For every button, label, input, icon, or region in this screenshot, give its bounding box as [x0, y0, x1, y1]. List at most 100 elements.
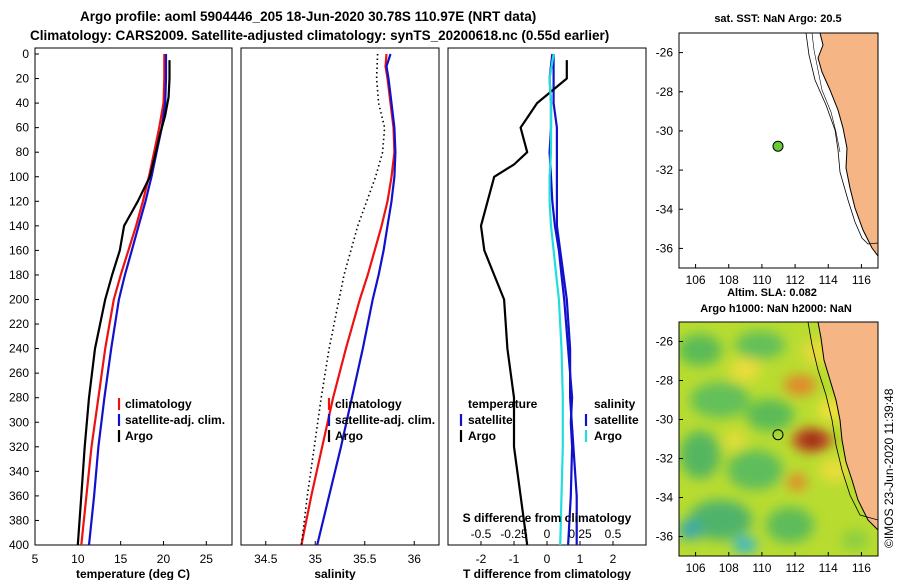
depth-tick-label: 180	[9, 268, 29, 282]
depth-tick-label: 0	[22, 47, 29, 61]
difference-series	[479, 53, 578, 546]
lat-tick-label: -34	[656, 202, 674, 216]
depth-tick-label: 360	[9, 489, 29, 503]
depth-tick-label: 400	[9, 538, 29, 552]
lat-tick-label: -30	[656, 124, 674, 138]
lat-tick-label: -34	[656, 491, 674, 505]
legend-satellite-adj: satellite-adj. clim.	[125, 413, 225, 427]
x-tick-label: 34.5	[254, 552, 278, 566]
legend-salinity-header: salinity	[594, 397, 636, 411]
t-difference-x-axis: -2 -1 0 1 2	[476, 541, 617, 566]
series-argo	[300, 53, 386, 546]
lon-tick-label: 114	[819, 273, 838, 287]
sst-location-map: sat. SST: NaN Argo: 20.5 -26 -28 -30 -32 -34…	[656, 13, 879, 287]
lon-tick-label: 114	[819, 561, 838, 575]
x-tick-label: 15	[114, 552, 128, 566]
sla-map: Altim. SLA: 0.082 Argo h1000: NaN h2000:…	[656, 287, 896, 575]
x-tick-label: 5	[32, 552, 39, 566]
depth-tick-label: 200	[9, 293, 29, 307]
title-line-2: Climatology: CARS2009. Satellite-adjuste…	[30, 28, 609, 43]
x-tick-label: -2	[476, 552, 487, 566]
x-tick-label: -1	[509, 552, 520, 566]
lat-tick-label: -36	[656, 530, 674, 544]
temperature-x-label: temperature (deg C)	[76, 567, 190, 580]
sst-map-lon-axis: 106 108 110 112 114 116	[686, 264, 871, 287]
depth-tick-label: 60	[16, 121, 30, 135]
temperature-series	[76, 54, 171, 546]
difference-plot-frame	[447, 47, 647, 546]
sla-field	[679, 322, 878, 556]
sla-map-lat-axis: -26 -28 -30 -32 -34 -36	[656, 335, 683, 544]
lon-tick-label: 110	[752, 273, 771, 287]
sst-map-lat-axis: -26 -28 -30 -32 -34 -36	[656, 46, 683, 255]
lat-tick-label: -36	[656, 241, 674, 255]
depth-tick-label: 220	[9, 317, 29, 331]
series-t-argo	[479, 60, 568, 546]
lat-tick-label: -30	[656, 413, 674, 427]
title-line-1: Argo profile: aoml 5904446_205 18-Jun-20…	[80, 9, 536, 24]
lat-tick-label: -28	[656, 85, 674, 99]
imos-watermark: ©IMOS 23-Jun-2020 11:39:48	[882, 388, 896, 548]
x-tick-label: 36	[408, 552, 422, 566]
depth-tick-label: 140	[9, 219, 29, 233]
lon-tick-label: 116	[852, 273, 871, 287]
legend-s-argo: Argo	[594, 429, 622, 443]
x-tick-label: 2	[610, 552, 617, 566]
x-tick-label: -0.5	[471, 527, 492, 541]
sla-map-frame	[678, 321, 879, 557]
salinity-plot-frame	[240, 47, 440, 546]
series-s-argo	[548, 53, 564, 546]
x-tick-label: 35	[309, 552, 323, 566]
lat-tick-label: -26	[656, 335, 674, 349]
s-difference-x-label: S difference from climatology	[463, 511, 632, 525]
lon-tick-label: 116	[852, 561, 871, 575]
lon-tick-label: 106	[686, 273, 706, 287]
x-tick-label: -0.25	[500, 527, 528, 541]
depth-contour	[807, 322, 878, 521]
depth-tick-label: 40	[16, 96, 30, 110]
x-tick-label: 20	[157, 552, 171, 566]
depth-tick-label: 260	[9, 366, 29, 380]
temperature-plot-frame	[34, 47, 233, 546]
temperature-legend: climatology satellite-adj. clim. Argo	[117, 397, 225, 443]
sst-map-frame	[678, 32, 879, 269]
australia-land	[817, 33, 878, 257]
depth-tick-label: 20	[16, 72, 30, 86]
depth-tick-label: 300	[9, 415, 29, 429]
legend-climatology: climatology	[125, 397, 192, 411]
t-difference-x-label: T difference from climatology	[463, 567, 631, 580]
x-tick-label: 25	[200, 552, 214, 566]
argo-float-marker	[772, 429, 784, 441]
temperature-panel: 0 20 40 60 80 100 120 140 160 180 200 220 240 260 280 3…	[9, 47, 452, 580]
lat-tick-label: -32	[656, 163, 674, 177]
salinity-x-axis: 34.5 35 35.5 36	[254, 541, 421, 566]
depth-contour-inner	[811, 33, 841, 153]
depth-tick-label: 100	[9, 170, 29, 184]
x-tick-label: 10	[71, 552, 85, 566]
legend-climatology: climatology	[335, 397, 402, 411]
sst-map-title: sat. SST: NaN Argo: 20.5	[714, 13, 841, 25]
depth-tick-label: 240	[9, 342, 29, 356]
lon-tick-label: 110	[752, 561, 771, 575]
legend-argo: Argo	[335, 429, 363, 443]
x-tick-label: 35.5	[353, 552, 377, 566]
legend-satellite-adj: satellite-adj. clim.	[335, 413, 435, 427]
s-difference-x-axis: -0.5 -0.25 0 0.25 0.5	[471, 527, 622, 541]
series-argo	[76, 60, 171, 546]
depth-tick-label: 80	[16, 145, 30, 159]
lon-tick-label: 112	[786, 561, 805, 575]
legend-t-argo: Argo	[468, 429, 496, 443]
salinity-x-label: salinity	[314, 567, 356, 580]
difference-legend: temperature satellite Argo salinity sate…	[459, 397, 639, 443]
depth-tick-label: 380	[9, 513, 29, 527]
series-satellite-adj-clim-	[87, 54, 168, 546]
sla-map-title-1: Altim. SLA: 0.082	[727, 287, 817, 299]
lat-tick-label: -26	[656, 46, 674, 60]
salinity-panel: 34.5 35 35.5 36 salinity climatology satell…	[240, 47, 440, 580]
lat-tick-label: -28	[656, 374, 674, 388]
x-tick-label: 0.25	[568, 527, 592, 541]
series-satellite-adj-clim-	[316, 53, 397, 546]
depth-tick-label: 120	[9, 194, 29, 208]
depth-axis: 0 20 40 60 80 100 120 140 160 180 200 220 240 260 280 3…	[9, 47, 452, 552]
